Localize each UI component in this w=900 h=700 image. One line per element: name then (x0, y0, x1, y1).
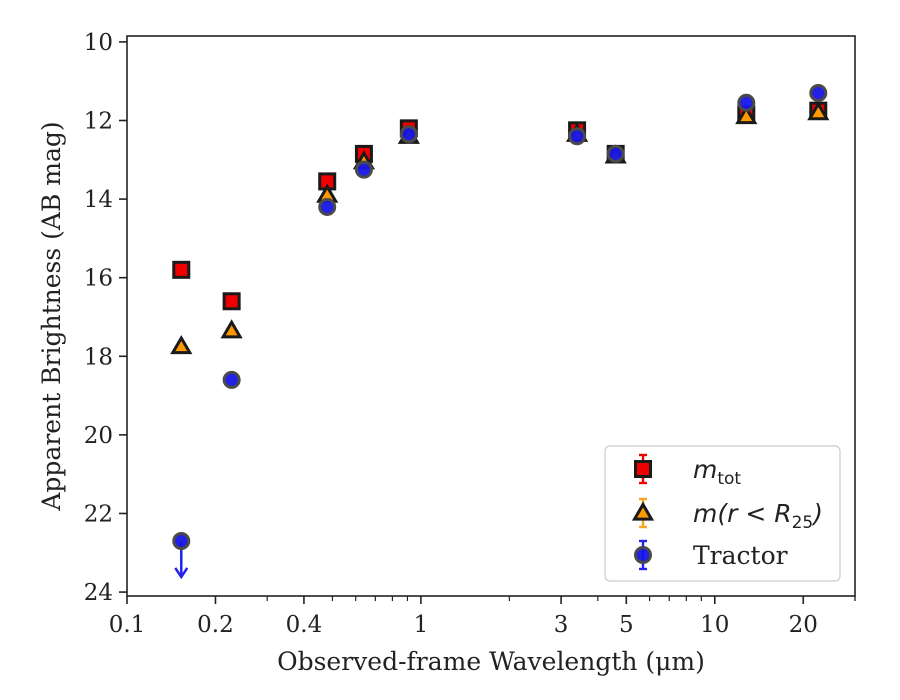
y-tick-label: 10 (84, 30, 113, 56)
y-tick-label: 22 (84, 501, 113, 527)
maperture-marker (170, 334, 193, 355)
y-tick-label: 16 (84, 266, 113, 292)
tractor-marker (318, 197, 337, 216)
tractor-marker (172, 531, 191, 550)
y-axis-title: Apparent Brightness (AB mag) (37, 121, 66, 511)
legend: mtot m(r < R25) Tractor (604, 445, 841, 582)
x-tick-label: 10 (700, 612, 729, 638)
tractor-marker (222, 370, 241, 389)
x-tick-label: 20 (789, 612, 818, 638)
mtot-marker (172, 260, 191, 279)
x-tick-label: 0.2 (197, 612, 234, 638)
y-tick-label: 18 (84, 344, 113, 370)
x-tick-label: 3 (554, 612, 569, 638)
maperture-marker (220, 319, 243, 339)
axis-ticks: 0.1 0.2 0.4 1 3 5 10 20 10 12 14 16 18 20 22 24 (84, 30, 856, 638)
y-tick-label: 24 (84, 580, 113, 606)
maperture-marker (807, 101, 830, 121)
x-tick-label: 5 (619, 612, 634, 638)
legend-marker-square (634, 460, 652, 478)
data-markers (170, 83, 830, 580)
x-axis-title: Observed-frame Wavelength (μm) (277, 647, 705, 676)
legend-box (604, 445, 841, 582)
tractor-marker (568, 127, 587, 146)
tractor-marker (354, 160, 373, 179)
tractor-marker (737, 93, 756, 112)
x-tick-label: 0.4 (286, 612, 323, 638)
maperture-marker (735, 105, 758, 125)
tractor-marker (809, 83, 828, 102)
y-tick-label: 12 (84, 108, 113, 134)
legend-marker-triangle (631, 501, 655, 521)
y-tick-label: 20 (84, 423, 113, 449)
mtot-marker (222, 292, 241, 311)
tractor-marker (399, 125, 418, 144)
legend-marker-circle (634, 546, 652, 564)
legend-label: Tractor (693, 541, 788, 570)
plot-frame (126, 35, 856, 597)
x-tick-label: 1 (414, 612, 429, 638)
y-tick-label: 14 (84, 187, 113, 213)
upper-limit-arrow-head (174, 567, 189, 580)
legend-label: mtot (693, 455, 741, 489)
tractor-marker (606, 144, 625, 163)
x-tick-label: 0.1 (109, 612, 146, 638)
legend-label: m(r < R25) (693, 499, 823, 533)
